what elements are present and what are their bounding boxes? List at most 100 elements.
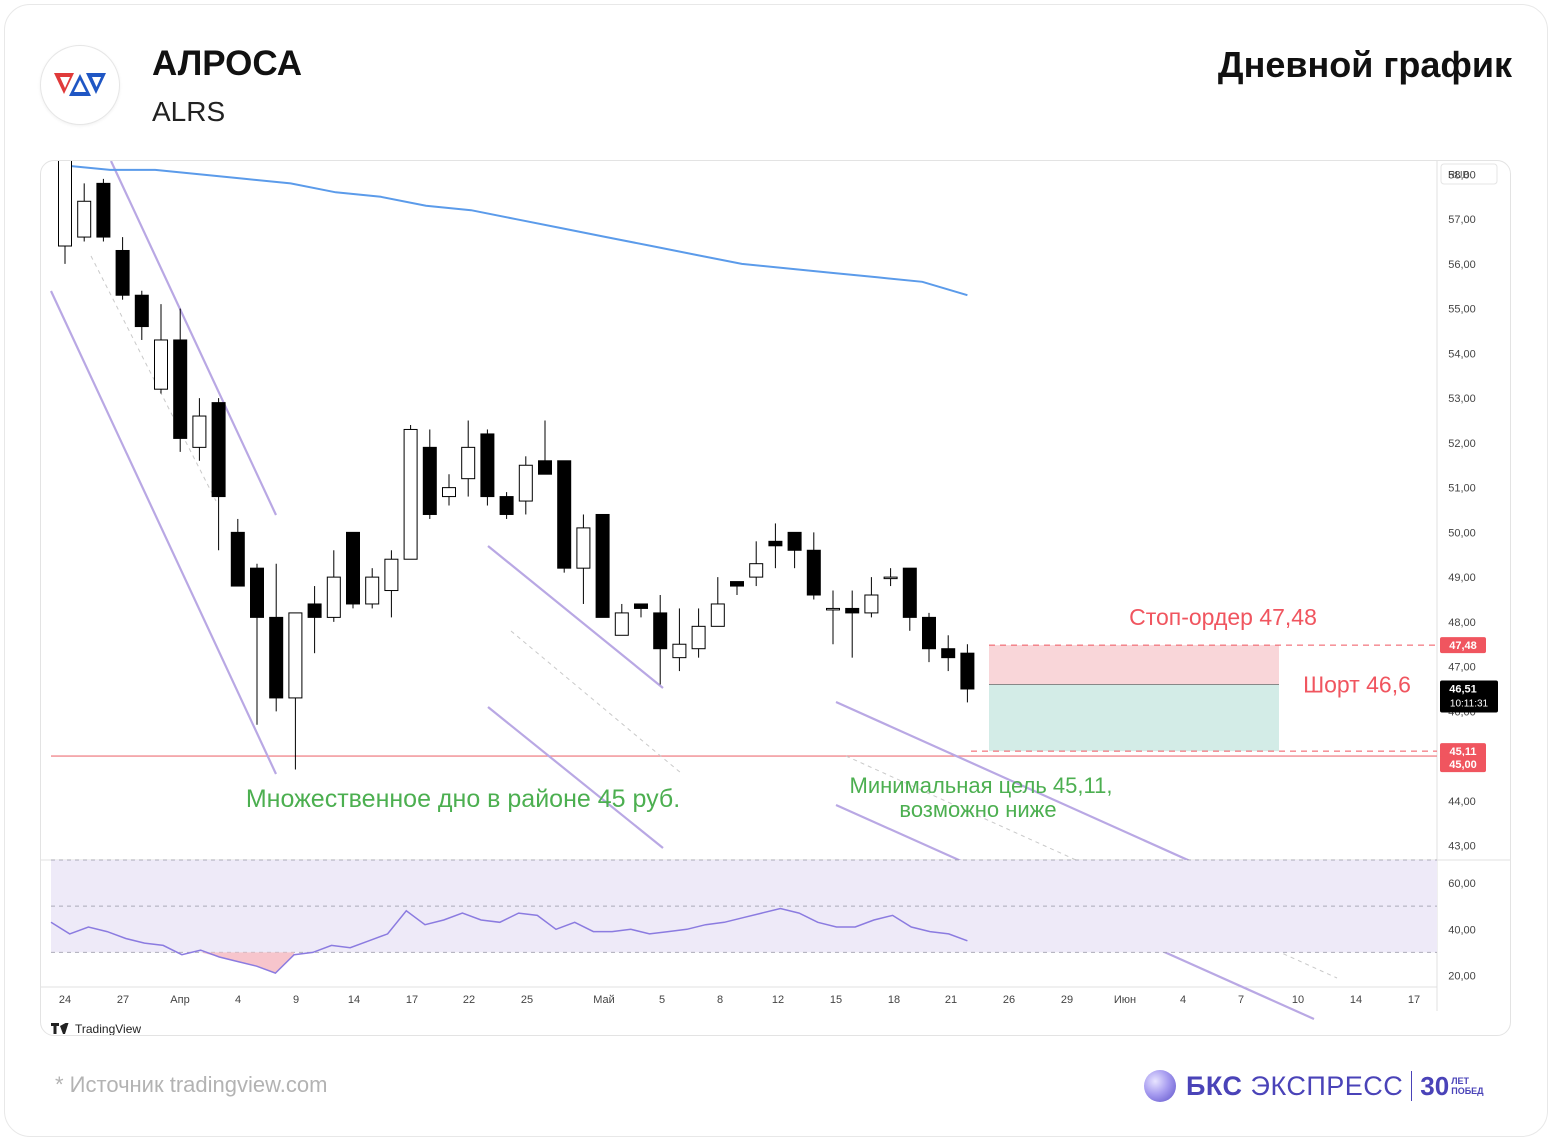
candle-body-down <box>806 549 821 596</box>
candle-body-down <box>346 531 360 605</box>
candle-body-down <box>269 616 284 699</box>
stop-zone <box>989 645 1279 685</box>
brand-rest: ЭКСПРЕСС <box>1242 1070 1404 1101</box>
rsi-tick-label: 40,00 <box>1448 924 1476 936</box>
candle-body-down <box>115 249 130 296</box>
candle-body-down <box>307 603 322 618</box>
time-tick-label: 17 <box>1408 994 1420 1006</box>
time-tick-label: 15 <box>830 994 842 1006</box>
time-tick-label: Апр <box>170 994 189 1006</box>
time-tick-label: 12 <box>772 994 784 1006</box>
candle-body-up <box>154 339 168 390</box>
candle-body-up <box>326 576 341 618</box>
brand-caption: ЛЕТ ПОБЕД <box>1451 1076 1483 1096</box>
candle <box>941 635 956 672</box>
candle-body-up <box>826 607 840 611</box>
brand-number: 30 <box>1420 1070 1450 1101</box>
candle-body-up <box>288 612 303 699</box>
candle <box>288 612 303 770</box>
candle-body-up <box>749 563 764 578</box>
time-tick-label: 21 <box>945 994 957 1006</box>
brand-caption-1: ЛЕТ <box>1451 1076 1470 1086</box>
price-tick-label: 57,00 <box>1448 214 1476 226</box>
candle-body-down <box>902 567 917 618</box>
price-chart[interactable]: RUB58,0057,0056,0055,0054,0053,0052,0051… <box>41 161 1511 1036</box>
candle <box>115 237 130 300</box>
price-tick-label: 50,00 <box>1448 527 1476 539</box>
candle-body-down <box>730 581 744 587</box>
channel-line-2 <box>487 545 664 689</box>
candle <box>134 290 149 340</box>
candle-body-down <box>173 339 188 439</box>
candle <box>595 513 610 618</box>
candle <box>269 563 284 712</box>
candle-body-down <box>422 446 437 515</box>
time-tick-label: 24 <box>59 994 71 1006</box>
candle <box>826 590 840 645</box>
ma-line <box>64 164 968 297</box>
candle <box>403 424 418 560</box>
candle <box>461 420 476 497</box>
candle <box>518 456 533 515</box>
candle <box>672 608 687 672</box>
candle <box>845 590 860 658</box>
candle-body-down <box>634 603 648 609</box>
source-note: * Источник tradingview.com <box>55 1072 328 1097</box>
rsi-line <box>50 907 968 974</box>
price-tick-label: 47,00 <box>1448 662 1476 674</box>
page-frame <box>4 4 1548 1137</box>
candle <box>173 308 188 452</box>
candle-body-up <box>614 612 629 636</box>
candle-body-down <box>230 531 245 587</box>
price-tick-label: 43,00 <box>1448 841 1476 853</box>
time-tick-label: 29 <box>1061 994 1073 1006</box>
target-price-label: 45,11 <box>1450 746 1477 758</box>
currency-label: RUB <box>1448 170 1469 181</box>
candle-body-down <box>134 294 149 328</box>
candle-body-up <box>864 594 879 614</box>
price-tick-label: 58,00 <box>1448 169 1476 181</box>
candle-body-down <box>96 182 111 238</box>
candle-body-down <box>480 433 495 498</box>
candle-body-up <box>192 415 207 448</box>
brand-text: БКС ЭКСПРЕСС <box>1186 1071 1403 1102</box>
candle-body-up <box>461 446 476 480</box>
projection-line-1 <box>90 255 217 502</box>
stop-price-badge <box>1440 637 1486 654</box>
projection-line-2 <box>510 630 682 774</box>
candle-body-down <box>250 567 264 618</box>
candle <box>883 568 898 587</box>
candle <box>691 608 706 658</box>
candle <box>653 595 668 685</box>
bottom-annotation: Множественное дно в районе 45 руб. <box>246 785 680 813</box>
time-tick-label: 26 <box>1003 994 1015 1006</box>
candle <box>499 492 514 519</box>
candle <box>77 183 92 242</box>
price-tick-label: 54,00 <box>1448 348 1476 360</box>
candle <box>557 460 572 573</box>
candle-body-down <box>787 531 802 551</box>
candle-body-down <box>845 607 860 614</box>
candle-body-up <box>691 625 706 650</box>
candle <box>230 518 245 587</box>
price-tick-label: 44,00 <box>1448 796 1476 808</box>
candle <box>96 178 111 242</box>
chart-card[interactable]: RUB 58,00 57,00 56,00 55,00 54,00 53,00 52,00 51… <box>40 160 1511 1036</box>
time-tick-label: 4 <box>1180 994 1186 1006</box>
price-tick-label: 52,00 <box>1448 438 1476 450</box>
brand-separator <box>1411 1071 1413 1101</box>
candle-body-down <box>922 616 936 650</box>
company-name: АЛРОСА <box>152 44 303 83</box>
channel-line-3 <box>487 706 664 849</box>
time-tick-label: 22 <box>463 994 475 1006</box>
candle <box>614 603 629 636</box>
bks-sphere-icon <box>1144 1070 1176 1102</box>
time-tick-label: 8 <box>717 994 723 1006</box>
countdown-label: 10:11:31 <box>1450 699 1489 710</box>
candle <box>902 567 917 631</box>
price-tick-label: 51,00 <box>1448 483 1476 495</box>
candle <box>154 304 168 394</box>
time-tick-label: Июн <box>1114 994 1136 1006</box>
brand-caption-2: ПОБЕД <box>1451 1086 1484 1096</box>
time-tick-label: Май <box>593 994 615 1006</box>
